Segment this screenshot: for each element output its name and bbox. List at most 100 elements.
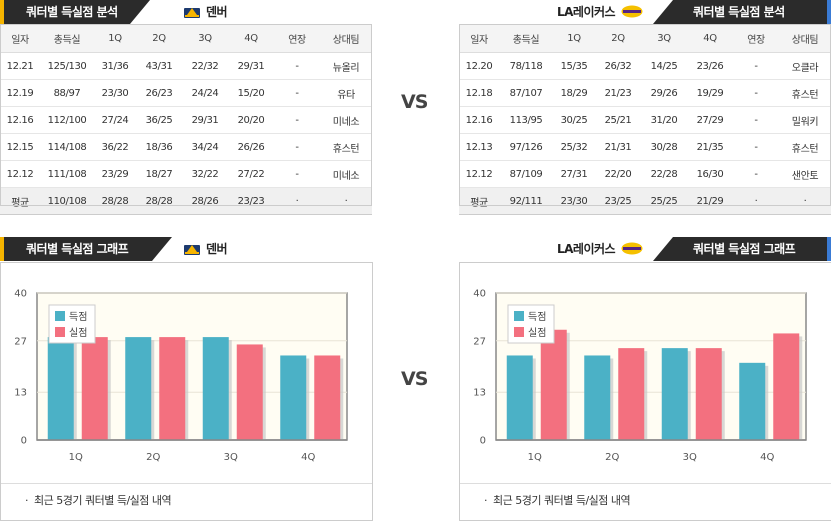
bar-conceded [314,355,341,440]
table-cell: 28/28 [94,187,136,215]
left-chart-team-name: 덴버 [206,242,228,256]
table-cell: 25/32 [553,133,595,161]
legend-swatch [55,327,65,337]
table-cell: 87/107 [499,79,553,107]
table-row: 12.13 97/126 25/32 21/31 30/28 21/35- 휴스턴 [459,133,831,161]
left-team-name: 덴버 [206,5,228,19]
y-tick-label: 13 [14,388,27,399]
table-cell: 88/97 [40,79,94,107]
table-cell: - [274,52,320,80]
x-tick-label: 2Q [146,452,160,463]
table-header-row: 일자 총득실 1Q 2Q 3Q 4Q 연장 상대팀 [459,24,831,53]
right-team-name: LA레이커스 [557,5,616,19]
left-chart-footnote: · 최근 5경기 쿼터별 득/실점 내역 [1,483,372,520]
table-cell: 12.18 [459,79,499,107]
table-cell: 오클라 [779,52,831,80]
table-row: 12.12 111/108 23/29 18/27 32/22 27/22- 미네소 [0,160,372,188]
table-cell: 34/24 [182,133,228,161]
table-cell: 12.12 [0,160,40,188]
table-cell: 23/23 [228,187,274,215]
table-cell: 24/24 [182,79,228,107]
table-cell: 휴스턴 [320,133,372,161]
table-cell: 22/28 [641,160,687,188]
table-cell: 23/30 [553,187,595,215]
y-tick-label: 0 [480,436,486,447]
table-cell: 14/25 [641,52,687,80]
table-cell: - [274,106,320,134]
column-header: 1Q [94,24,136,53]
x-tick-label: 1Q [69,452,83,463]
table-cell: 32/22 [182,160,228,188]
table-row: 12.15 114/108 36/22 18/36 34/24 26/26- 휴스턴 [0,133,372,161]
y-tick-label: 40 [14,289,27,300]
table-cell: 27/22 [228,160,274,188]
table-cell: 27/24 [94,106,136,134]
nuggets-logo-icon [184,8,200,18]
bar-scored [280,355,307,440]
x-tick-label: 2Q [605,452,619,463]
table-cell: - [733,79,779,107]
table-cell: 12.15 [0,133,40,161]
column-header: 총득실 [40,24,94,53]
left-table-header-title: 쿼터별 득실점 분석 [0,0,150,24]
column-header: 3Q [182,24,228,53]
table-cell: 31/20 [641,106,687,134]
legend-label: 실점 [69,327,87,339]
right-chart-header: LA레이커스 쿼터별 득실점 그래프 [459,237,831,261]
table-row: 12.16 113/95 30/25 25/21 31/20 27/29- 밀워키 [459,106,831,134]
table-cell: 114/108 [40,133,94,161]
lakers-logo-icon [621,5,643,18]
table-cell: 18/36 [136,133,182,161]
table-cell: - [733,133,779,161]
table-row: 12.20 78/118 15/35 26/32 14/25 23/26- 오클라 [459,52,831,80]
column-header: 3Q [641,24,687,53]
table-cell: 16/30 [687,160,733,188]
table-cell: · [274,187,320,215]
table-row: 12.12 87/109 27/31 22/20 22/28 16/30- 샌안토 [459,160,831,188]
right-footnote-text: 최근 5경기 쿼터별 득/실점 내역 [493,494,631,507]
x-tick-label: 1Q [528,452,542,463]
table-cell: 22/20 [595,160,641,188]
table-cell: 92/111 [499,187,553,215]
y-tick-label: 27 [14,336,27,347]
table-cell: · [320,187,372,215]
nuggets-logo-icon [184,245,200,255]
table-cell: 28/28 [136,187,182,215]
column-header: 상대팀 [320,24,372,53]
vs-label-top: VS [401,91,428,113]
table-cell: 30/25 [553,106,595,134]
right-table-header-title: 쿼터별 득실점 분석 [653,0,831,24]
left-footnote-text: 최근 5경기 쿼터별 득/실점 내역 [34,494,172,507]
table-cell: 미네소 [320,106,372,134]
table-cell: 20/20 [228,106,274,134]
table-cell: - [733,160,779,188]
right-stats-table: 일자 총득실 1Q 2Q 3Q 4Q 연장 상대팀 12.20 78/118 15/35 26/32… [459,24,831,215]
left-chart-box: 0 13 27 40 1Q 2Q 3Q 4Q 득점 실점 · 최근 5경기 쿼터별 득/실점 내역 [0,262,373,521]
table-cell: 23/29 [94,160,136,188]
table-cell: 12.21 [0,52,40,80]
table-cell: - [274,79,320,107]
column-header: 상대팀 [779,24,831,53]
table-cell: 18/27 [136,160,182,188]
table-cell: 25/25 [641,187,687,215]
table-cell: 30/28 [641,133,687,161]
table-cell: 97/126 [499,133,553,161]
table-cell: 12.16 [0,106,40,134]
column-header: 연장 [733,24,779,53]
table-cell: 31/36 [94,52,136,80]
table-cell: 23/26 [687,52,733,80]
table-cell: 21/23 [595,79,641,107]
table-cell: 15/20 [228,79,274,107]
lakers-logo-icon [621,242,643,255]
table-cell: 21/35 [687,133,733,161]
y-tick-label: 27 [473,336,486,347]
bar-scored [661,348,688,440]
table-cell: 12.12 [459,160,499,188]
table-cell: 110/108 [40,187,94,215]
table-cell: 평균 [459,187,499,215]
table-cell: 27/29 [687,106,733,134]
left-chart-header: 쿼터별 득실점 그래프 덴버 [0,237,372,261]
table-cell: 27/31 [553,160,595,188]
vs-label-bottom: VS [401,368,428,390]
